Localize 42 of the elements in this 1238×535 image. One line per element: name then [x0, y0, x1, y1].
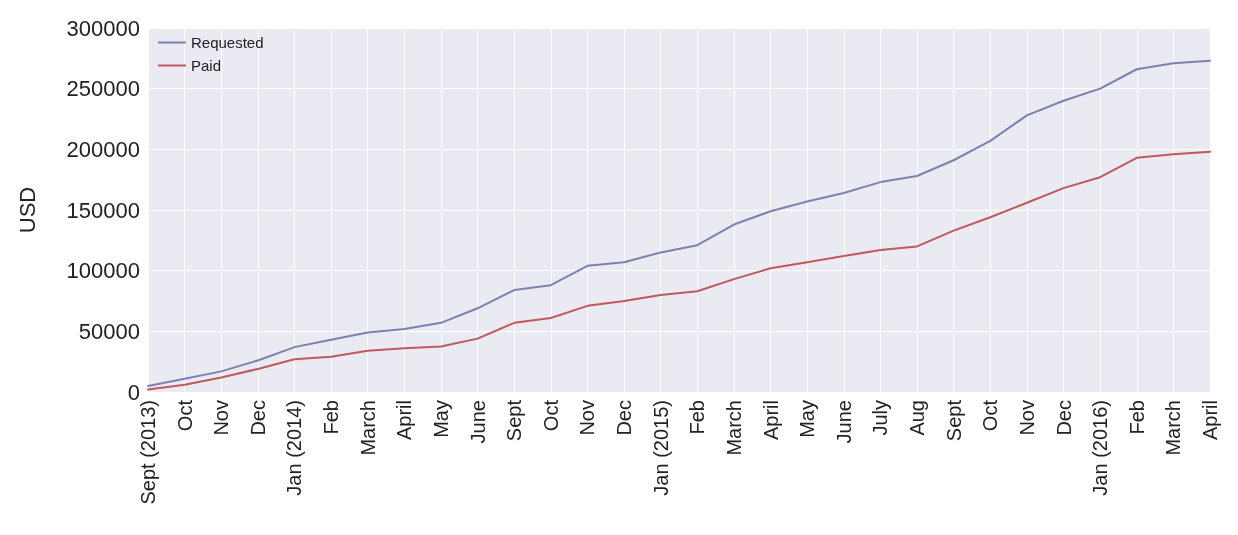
y-tick-label: 200000 — [66, 136, 140, 162]
x-tick-label: Nov — [576, 400, 599, 436]
x-tick-label: March — [722, 400, 745, 456]
x-tick-label: April — [1199, 400, 1221, 441]
legend-label: Requested — [191, 34, 264, 51]
y-tick-label: 300000 — [66, 15, 140, 41]
line-series — [147, 150, 1211, 391]
x-tick-label: March — [1162, 400, 1185, 456]
x-tick-label: April — [759, 400, 782, 441]
x-tick-label: Oct — [979, 399, 1002, 432]
x-tick-label: May — [796, 400, 819, 438]
x-tick-label: Dec — [613, 400, 636, 436]
legend-label: Paid — [191, 57, 222, 74]
x-tick-label: Jan (2014) — [283, 400, 306, 496]
x-tick-label: June — [832, 400, 855, 444]
x-tick-label: Jan (2016) — [1089, 400, 1112, 496]
x-tick-label: May — [429, 400, 452, 438]
x-tick-label: Sept (2013) — [137, 400, 159, 505]
x-tick-label: Nov — [1015, 400, 1038, 436]
x-tick-label: Jan (2015) — [649, 400, 672, 496]
x-tick-label: Feb — [320, 400, 343, 435]
line-series — [147, 59, 1211, 387]
x-tick-label: Dec — [1052, 400, 1075, 436]
x-tick-label: Feb — [1125, 400, 1148, 435]
y-axis-title: USD — [14, 186, 40, 234]
x-tick-label: Feb — [686, 400, 709, 435]
x-tick-label: March — [356, 400, 379, 456]
x-tick-label: Dec — [246, 400, 269, 436]
y-tick-label: 100000 — [66, 258, 140, 284]
x-tick-label: July — [869, 400, 892, 436]
x-tick-label: June — [466, 400, 489, 444]
y-tick-label: 50000 — [78, 318, 140, 344]
y-tick-label: 150000 — [66, 197, 140, 223]
y-tick-label: 250000 — [66, 76, 140, 102]
x-tick-label: Sept — [942, 399, 965, 442]
y-tick-label: 0 — [127, 379, 140, 405]
x-tick-label: April — [393, 400, 416, 441]
x-tick-label: Sept — [503, 399, 526, 442]
x-tick-label: Nov — [210, 400, 233, 436]
x-tick-label: Oct — [539, 399, 562, 432]
x-tick-label: Oct — [173, 399, 196, 432]
x-tick-label: Aug — [906, 400, 929, 436]
